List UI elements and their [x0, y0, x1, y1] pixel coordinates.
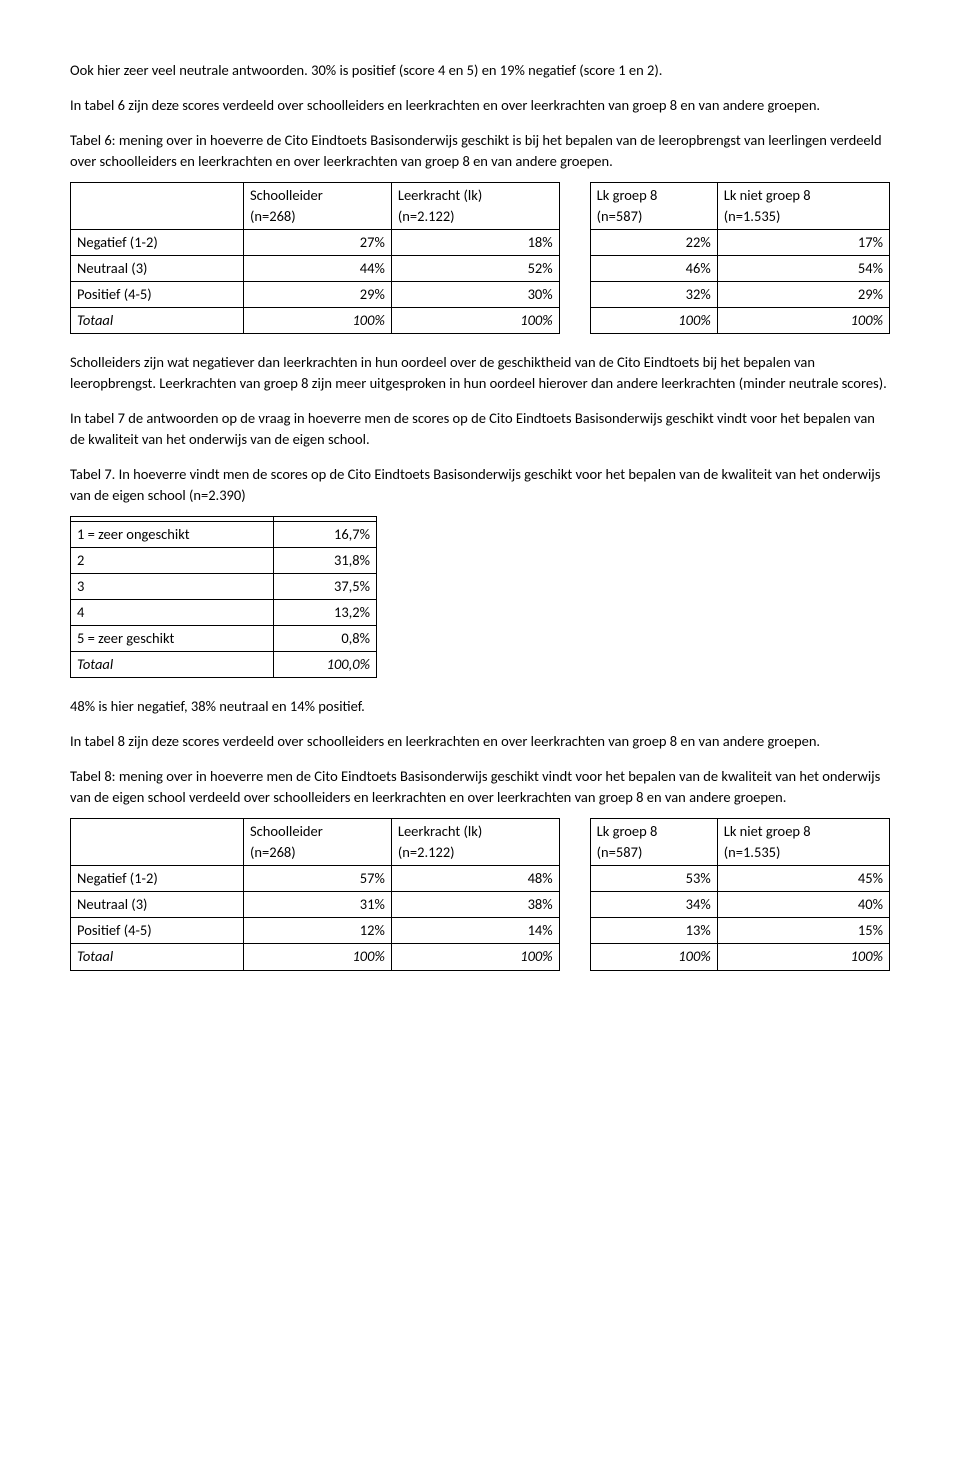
cell: 57% — [244, 866, 392, 892]
cell: 54% — [717, 256, 889, 282]
row-label: Totaal — [71, 652, 274, 678]
cell: 34% — [590, 892, 717, 918]
spacer — [559, 230, 590, 256]
cell: 31% — [244, 892, 392, 918]
spacer — [559, 944, 590, 970]
spacer — [559, 918, 590, 944]
paragraph: In tabel 6 zijn deze scores verdeeld ove… — [70, 95, 890, 116]
row-label: Totaal — [71, 944, 244, 970]
col-header: Schoolleider(n=268) — [244, 819, 392, 866]
spacer — [559, 819, 590, 866]
cell: 100% — [391, 308, 559, 334]
spacer — [559, 866, 590, 892]
cell: 100% — [590, 944, 717, 970]
col-header: Lk niet groep 8(n=1.535) — [717, 183, 889, 230]
row-label: Neutraal (3) — [71, 256, 244, 282]
col-header: Leerkracht (lk)(n=2.122) — [391, 183, 559, 230]
row-label: 2 — [71, 548, 274, 574]
cell: 100% — [391, 944, 559, 970]
cell: 31,8% — [274, 548, 377, 574]
cell: 100% — [717, 944, 889, 970]
paragraph: In tabel 8 zijn deze scores verdeeld ove… — [70, 731, 890, 752]
col-header: Lk niet groep 8(n=1.535) — [717, 819, 889, 866]
col-header: Lk groep 8(n=587) — [590, 183, 717, 230]
cell: 29% — [244, 282, 392, 308]
cell: 100,0% — [274, 652, 377, 678]
row-label: Negatief (1-2) — [71, 866, 244, 892]
table8: Schoolleider(n=268) Leerkracht (lk)(n=2.… — [70, 818, 890, 970]
cell: 100% — [244, 308, 392, 334]
cell: 100% — [590, 308, 717, 334]
cell: 37,5% — [274, 574, 377, 600]
cell: 17% — [717, 230, 889, 256]
row-label: Totaal — [71, 308, 244, 334]
col-header: Schoolleider(n=268) — [244, 183, 392, 230]
row-label: Positief (4-5) — [71, 918, 244, 944]
table7: 1 = zeer ongeschikt16,7% 231,8% 337,5% 4… — [70, 516, 377, 678]
cell: 13% — [590, 918, 717, 944]
cell: 53% — [590, 866, 717, 892]
cell: 48% — [391, 866, 559, 892]
cell: 44% — [244, 256, 392, 282]
cell: 30% — [391, 282, 559, 308]
paragraph: 48% is hier negatief, 38% neutraal en 14… — [70, 696, 890, 717]
spacer — [559, 256, 590, 282]
row-label: Neutraal (3) — [71, 892, 244, 918]
cell: 38% — [391, 892, 559, 918]
table8-caption: Tabel 8: mening over in hoeverre men de … — [70, 766, 890, 808]
cell: 32% — [590, 282, 717, 308]
cell: 0,8% — [274, 626, 377, 652]
spacer — [559, 183, 590, 230]
blank-cell — [71, 183, 244, 230]
cell: 15% — [717, 918, 889, 944]
cell: 16,7% — [274, 522, 377, 548]
row-label: 5 = zeer geschikt — [71, 626, 274, 652]
table6: Schoolleider(n=268) Leerkracht (lk)(n=2.… — [70, 182, 890, 334]
spacer — [559, 892, 590, 918]
row-label: 1 = zeer ongeschikt — [71, 522, 274, 548]
blank-cell — [71, 819, 244, 866]
spacer — [559, 282, 590, 308]
paragraph: Ook hier zeer veel neutrale antwoorden. … — [70, 60, 890, 81]
table6-caption: Tabel 6: mening over in hoeverre de Cito… — [70, 130, 890, 172]
cell: 45% — [717, 866, 889, 892]
table7-caption: Tabel 7. In hoeverre vindt men de scores… — [70, 464, 890, 506]
paragraph: Scholleiders zijn wat negatiever dan lee… — [70, 352, 890, 394]
cell: 18% — [391, 230, 559, 256]
cell: 14% — [391, 918, 559, 944]
cell: 40% — [717, 892, 889, 918]
cell: 46% — [590, 256, 717, 282]
row-label: 4 — [71, 600, 274, 626]
cell: 27% — [244, 230, 392, 256]
col-header: Lk groep 8(n=587) — [590, 819, 717, 866]
paragraph: In tabel 7 de antwoorden op de vraag in … — [70, 408, 890, 450]
col-header: Leerkracht (lk)(n=2.122) — [391, 819, 559, 866]
cell: 100% — [717, 308, 889, 334]
cell: 29% — [717, 282, 889, 308]
spacer — [559, 308, 590, 334]
cell: 13,2% — [274, 600, 377, 626]
cell: 22% — [590, 230, 717, 256]
cell: 12% — [244, 918, 392, 944]
row-label: 3 — [71, 574, 274, 600]
cell: 52% — [391, 256, 559, 282]
row-label: Positief (4-5) — [71, 282, 244, 308]
row-label: Negatief (1-2) — [71, 230, 244, 256]
cell: 100% — [244, 944, 392, 970]
